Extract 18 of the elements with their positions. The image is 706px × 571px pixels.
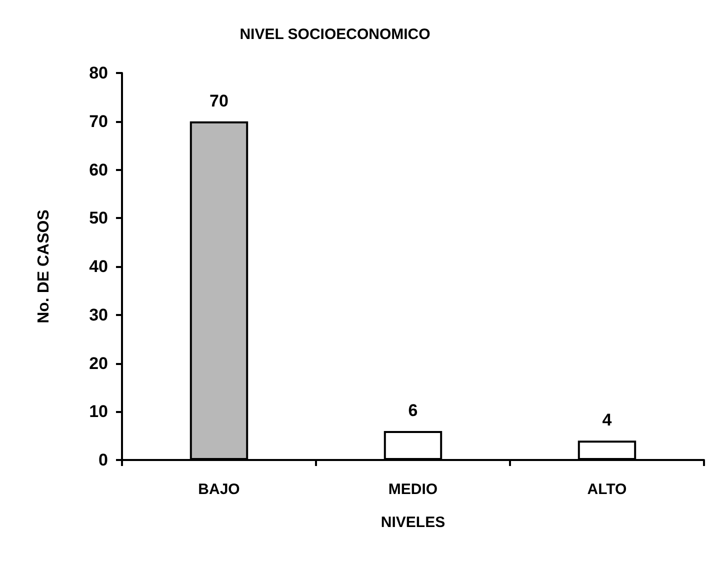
y-tick-label: 70	[89, 112, 108, 131]
data-label: 6	[408, 400, 418, 420]
x-tick-label: BAJO	[198, 481, 240, 498]
chart-title: NIVEL SOCIOECONOMICO	[240, 26, 431, 43]
y-tick-label: 30	[89, 305, 108, 324]
y-tick-label: 40	[89, 257, 108, 276]
data-label: 70	[210, 91, 228, 110]
y-tick-label: 60	[89, 160, 108, 180]
x-axis-title: NIVELES	[380, 514, 446, 531]
x-tick-label: MEDIO	[388, 481, 438, 498]
y-tick-label: 80	[89, 64, 108, 82]
y-axis-title: No. DE CASOS	[36, 209, 52, 324]
y-tick-label: 10	[89, 402, 108, 422]
y-tick-label: 50	[89, 208, 108, 228]
data-label: 4	[602, 410, 612, 430]
y-tick-label: 20	[89, 354, 108, 373]
y-tick-label: 0	[98, 450, 108, 470]
x-tick-label: ALTO	[587, 481, 628, 498]
